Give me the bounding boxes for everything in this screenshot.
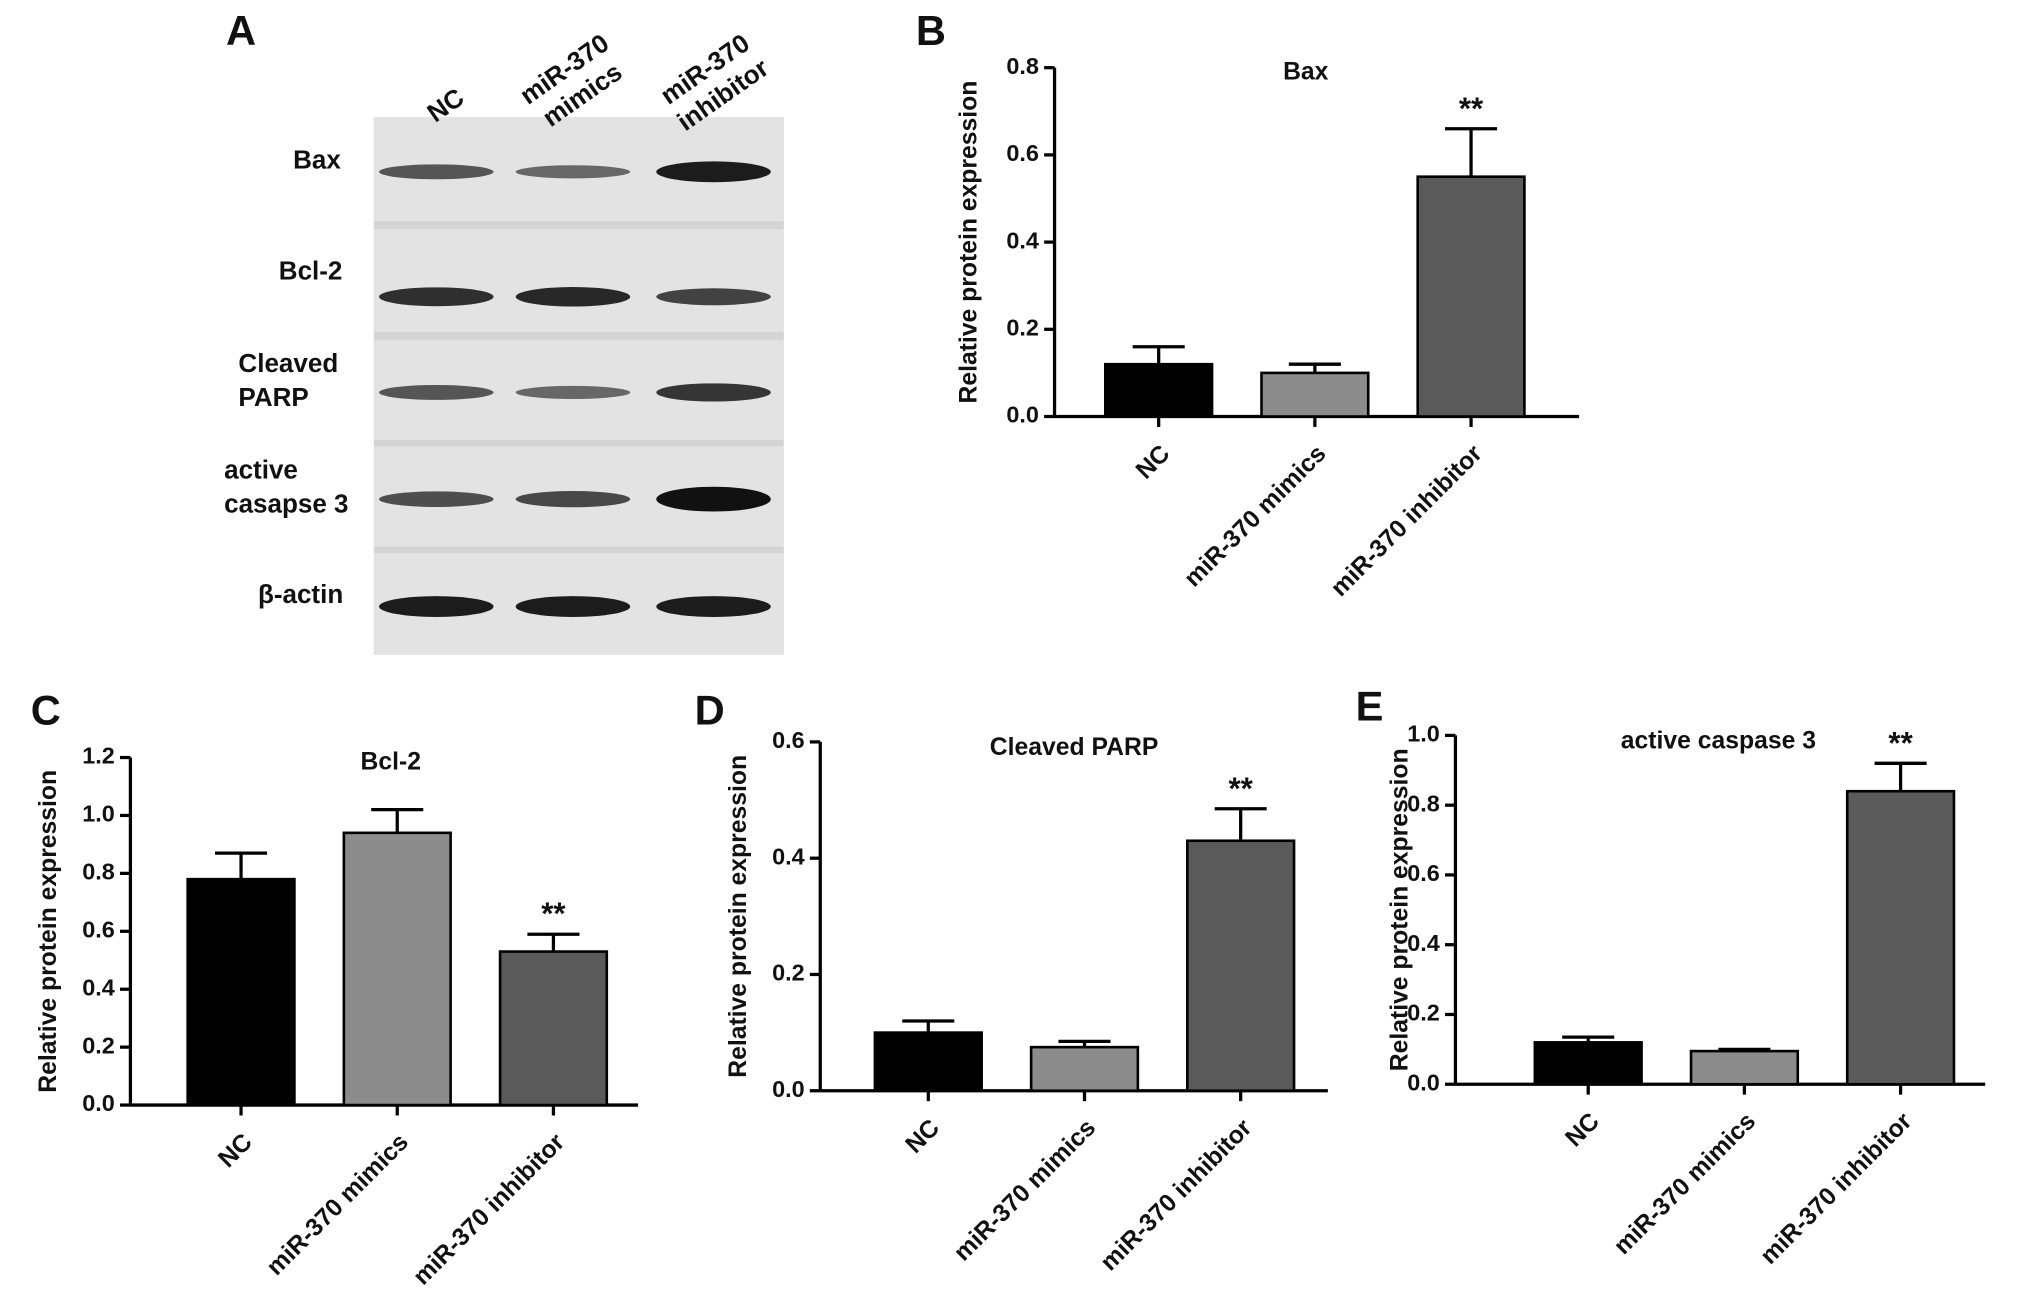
blot-band <box>379 164 494 180</box>
x-tick-label: miR-370 mimics <box>262 1129 414 1281</box>
x-tick-label: NC <box>213 1129 257 1173</box>
bar <box>1533 1041 1643 1086</box>
row-label: β-actin <box>258 579 343 609</box>
y-tick-label: 0.2 <box>772 960 805 986</box>
y-tick-label: 0.2 <box>1006 314 1039 340</box>
blot-band <box>515 596 631 617</box>
x-tick-label: NC <box>1131 440 1175 484</box>
blot-band <box>656 161 771 183</box>
y-tick-label: 0.6 <box>82 916 115 942</box>
row-label: casapse 3 <box>224 489 348 519</box>
blot-band <box>656 486 771 512</box>
y-tick-label: 0.0 <box>1407 1069 1440 1095</box>
y-tick-label: 0.4 <box>1006 227 1039 253</box>
y-axis-title: Relative protein expression <box>1386 748 1413 1071</box>
panel-label: C <box>31 686 61 733</box>
blot-band <box>379 384 494 400</box>
bar <box>1186 839 1296 1093</box>
x-tick-label: miR-370 mimics <box>1179 440 1331 592</box>
y-axis-title: Relative protein expression <box>955 81 982 404</box>
row-label: Bcl-2 <box>279 256 343 286</box>
bar <box>342 831 452 1107</box>
y-tick-label: 0.2 <box>82 1032 115 1058</box>
y-tick-label: 0.4 <box>1407 930 1440 956</box>
blot-band <box>379 287 494 307</box>
panel-label: D <box>695 686 725 733</box>
blot-band <box>656 383 771 402</box>
significance-mark: ** <box>1229 771 1254 806</box>
y-tick-label: 0.2 <box>1407 1000 1440 1026</box>
bar <box>1104 362 1214 418</box>
y-tick-label: 0.8 <box>1006 53 1039 79</box>
blot-band <box>656 596 771 617</box>
y-tick-label: 0.4 <box>772 843 805 869</box>
chart-title: Bcl-2 <box>361 748 421 775</box>
blot-band <box>515 491 631 508</box>
panel-label: E <box>1356 682 1384 729</box>
y-tick-label: 0.0 <box>1006 402 1039 428</box>
x-tick-label: miR-370 inhibitor <box>408 1128 570 1290</box>
bar <box>498 950 609 1107</box>
row-label: Bax <box>293 144 341 174</box>
panel-label: A <box>226 7 256 54</box>
blot-band <box>379 491 494 507</box>
blot-band <box>656 288 771 306</box>
significance-mark: ** <box>1888 725 1913 760</box>
x-tick-label: miR-370 mimics <box>1609 1108 1761 1260</box>
x-tick-label: miR-370 inhibitor <box>1095 1114 1257 1276</box>
blot-strip <box>373 229 784 332</box>
y-axis-title: Relative protein expression <box>725 755 752 1078</box>
blot-band <box>515 165 631 179</box>
panel-label: B <box>916 7 946 54</box>
significance-mark: ** <box>1459 91 1484 126</box>
y-tick-label: 0.6 <box>772 727 805 753</box>
x-tick-label: miR-370 inhibitor <box>1755 1108 1917 1270</box>
y-tick-label: 0.0 <box>772 1076 805 1102</box>
y-tick-label: 0.8 <box>1407 790 1440 816</box>
bar <box>1260 371 1370 418</box>
x-tick-label: miR-370 inhibitor <box>1326 440 1488 602</box>
bar <box>873 1031 983 1093</box>
y-tick-label: 0.6 <box>1006 140 1039 166</box>
row-label: active <box>224 455 298 485</box>
chart-title: Bax <box>1283 58 1329 85</box>
y-tick-label: 0.6 <box>1407 860 1440 886</box>
significance-mark: ** <box>541 896 566 931</box>
y-tick-label: 1.0 <box>1407 721 1440 747</box>
y-tick-label: 1.0 <box>82 801 115 827</box>
bar <box>1845 789 1956 1086</box>
y-tick-label: 1.2 <box>82 743 115 769</box>
blot-band <box>515 287 631 307</box>
y-axis-title: Relative protein expression <box>35 770 62 1093</box>
chart-title: Cleaved PARP <box>990 734 1159 761</box>
y-tick-label: 0.8 <box>82 859 115 885</box>
blot-band <box>379 596 494 617</box>
y-tick-label: 0.0 <box>82 1090 115 1116</box>
chart-title: active caspase 3 <box>1621 727 1816 754</box>
bar <box>1689 1049 1800 1086</box>
blot-band <box>515 385 631 399</box>
y-tick-label: 0.4 <box>82 974 115 1000</box>
row-label: PARP <box>238 382 308 412</box>
row-label: Cleaved <box>238 348 338 378</box>
x-tick-label: miR-370 mimics <box>949 1114 1101 1266</box>
bar <box>1029 1045 1140 1093</box>
bar <box>1416 175 1526 418</box>
x-tick-label: NC <box>1561 1108 1605 1152</box>
bar <box>186 877 296 1107</box>
x-tick-label: NC <box>901 1114 945 1158</box>
